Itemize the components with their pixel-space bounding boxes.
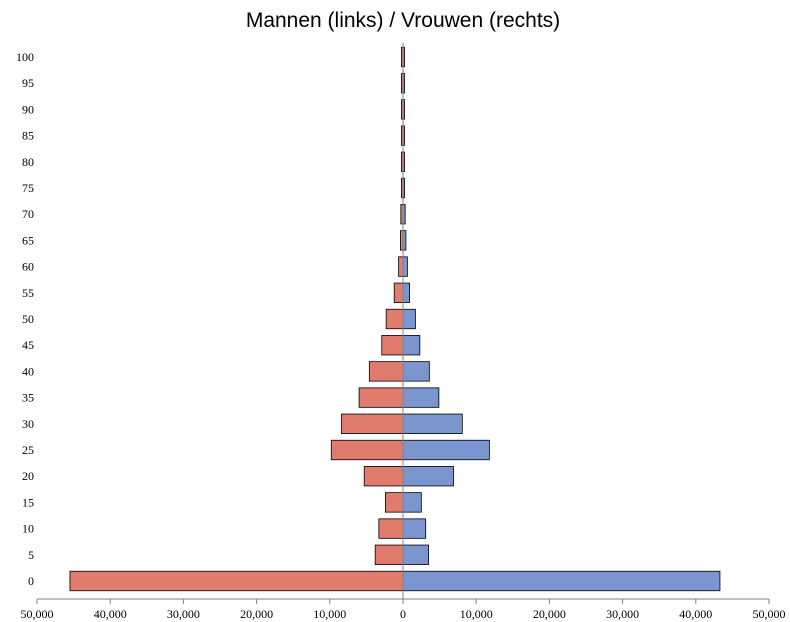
y-tick-label: 85 [22,129,34,143]
x-tick-label: 0 [400,607,406,621]
bar-right-0 [402,570,721,592]
bar-left-55 [393,282,404,303]
bar-left-20 [363,466,404,487]
y-tick-label: 75 [22,181,34,195]
y-tick-label: 0 [28,574,34,588]
y-tick-label: 95 [22,76,34,90]
bar-right-20 [402,466,454,487]
bar-right-25 [402,439,490,461]
y-tick-label: 60 [22,260,34,274]
bars-group [69,46,721,592]
y-tick-label: 65 [22,233,34,247]
x-tick-label: 50,000 [21,607,54,621]
x-axis: 50,000 40,000 30,000 20,000 10,000 0 10,000 20,… [21,598,786,621]
y-tick-label: 80 [22,155,34,169]
bar-right-50 [402,308,416,330]
bar-left-10 [378,518,404,539]
bar-right-15 [402,492,422,513]
y-tick-label: 45 [22,338,34,352]
y-tick-label: 15 [22,495,34,509]
y-tick-label: 20 [22,469,34,483]
y-tick-label: 100 [16,50,34,64]
bar-left-50 [385,308,404,330]
y-tick-label: 70 [22,207,34,221]
y-tick-label: 25 [22,443,34,457]
bar-right-5 [402,544,430,565]
bar-left-35 [358,387,404,408]
y-tick-label: 50 [22,312,34,326]
chart-title: Mannen (links) / Vrouwen (rechts) [246,9,560,32]
bar-right-10 [402,518,427,539]
x-tick-label: 20,000 [533,607,566,621]
x-tick-label: 20,000 [240,607,273,621]
bar-left-5 [374,544,404,565]
x-tick-label: 40,000 [94,607,127,621]
x-tick-label: 10,000 [313,607,346,621]
bar-right-45 [402,335,421,356]
x-tick-label: 30,000 [606,607,639,621]
y-tick-label: 90 [22,102,34,116]
x-tick-label: 30,000 [167,607,200,621]
bar-right-40 [402,361,430,382]
y-tick-label: 10 [22,522,34,536]
bar-left-0 [69,570,404,592]
bar-left-25 [330,439,404,461]
y-tick-label: 5 [28,548,34,562]
bar-left-45 [381,335,404,356]
bar-right-55 [402,282,410,303]
bar-left-15 [385,492,404,513]
y-tick-labels: 0 5 10 15 20 25 30 35 40 45 50 55 60 65 70 75 80 85 90 95 10… [16,50,34,588]
bar-left-60 [398,256,404,277]
bar-right-30 [402,413,463,434]
bar-left-30 [341,413,404,434]
y-tick-label: 40 [22,364,34,378]
x-tick-label: 40,000 [679,607,712,621]
y-tick-label: 30 [22,417,34,431]
bar-left-40 [368,361,404,382]
bar-right-35 [402,387,440,408]
x-tick-label: 50,000 [753,607,786,621]
bar-right-60 [402,256,408,277]
y-tick-label: 35 [22,391,34,405]
y-tick-label: 55 [22,286,34,300]
x-tick-label: 10,000 [460,607,493,621]
